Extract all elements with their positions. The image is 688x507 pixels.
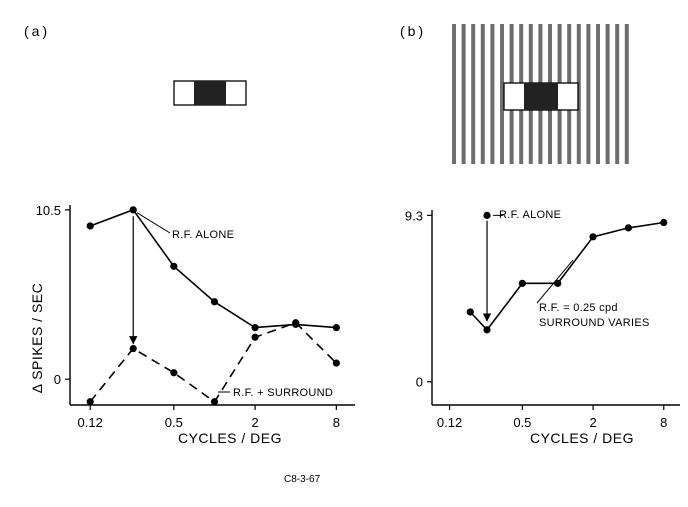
grating-bar bbox=[490, 24, 495, 164]
data-point bbox=[624, 224, 633, 232]
annotation-rf-alone-b: R.F. ALONE bbox=[499, 209, 561, 221]
grating-bar bbox=[461, 24, 466, 164]
x-tick-label: 2 bbox=[589, 415, 596, 430]
y-tick-label: 0 bbox=[54, 372, 61, 387]
data-point bbox=[332, 323, 340, 332]
x-tick-label: 0.5 bbox=[513, 415, 531, 430]
grating-bar bbox=[624, 24, 629, 164]
annotation-surround-varies-b: SURROUND VARIES bbox=[539, 317, 650, 329]
grating-bar bbox=[605, 24, 610, 164]
data-point bbox=[210, 398, 219, 406]
leader-rf-alone bbox=[136, 212, 171, 234]
rf-center-dark bbox=[524, 83, 558, 110]
panel-a-label: (a) bbox=[24, 23, 50, 39]
data-point bbox=[292, 319, 300, 327]
data-point bbox=[251, 323, 259, 332]
x-axis-label-b: CYCLES / DEG bbox=[530, 430, 634, 446]
data-point bbox=[251, 333, 259, 341]
y-tick-label: 9.3 bbox=[405, 208, 423, 223]
stimulus-rf-alone bbox=[173, 80, 247, 106]
grating-bar bbox=[471, 24, 476, 164]
x-tick-label: 0.12 bbox=[78, 415, 103, 430]
annotation-rf-alone-a: R.F. ALONE bbox=[172, 229, 234, 241]
grating-bar bbox=[615, 24, 620, 164]
data-point bbox=[86, 398, 94, 406]
data-point bbox=[86, 222, 94, 230]
grating-bar bbox=[576, 24, 581, 164]
grating-bar bbox=[586, 24, 591, 164]
data-point bbox=[518, 279, 526, 287]
annotation-rf-value-b: R.F. = 0.25 cpd bbox=[539, 302, 618, 314]
data-point bbox=[466, 308, 474, 316]
grating-bar bbox=[500, 24, 504, 164]
data-point bbox=[660, 218, 668, 227]
data-point bbox=[589, 233, 597, 241]
reference-point bbox=[483, 211, 491, 219]
data-point bbox=[129, 206, 137, 214]
data-point bbox=[332, 359, 340, 367]
x-tick-label: 2 bbox=[251, 415, 258, 430]
y-axis-label-a: Δ SPIKES / SEC bbox=[29, 283, 45, 394]
annotation-rf-surround-a: R.F. + SURROUND bbox=[233, 387, 333, 399]
plot-panel-a: 0.12 0.5 2 8 0 10.5 bbox=[36, 203, 355, 430]
x-tick-label: 0.12 bbox=[437, 415, 462, 430]
data-point bbox=[210, 298, 219, 306]
x-tick-label: 0.5 bbox=[165, 415, 183, 430]
panel-b-label: (b) bbox=[400, 23, 426, 39]
y-tick-label: 10.5 bbox=[36, 203, 61, 218]
data-point bbox=[170, 262, 178, 270]
grating-bar bbox=[452, 24, 456, 164]
rf-center-dark bbox=[194, 81, 226, 105]
grating-bar bbox=[480, 24, 485, 164]
stimulus-rf-with-surround bbox=[452, 24, 629, 164]
plot-panel-b: 0.12 0.5 2 8 0 9.3 bbox=[405, 208, 680, 430]
x-tick-label: 8 bbox=[333, 415, 340, 430]
figure-code: C8-3-67 bbox=[284, 474, 321, 485]
data-point bbox=[170, 369, 178, 377]
x-axis-label-a: CYCLES / DEG bbox=[178, 430, 282, 446]
data-point bbox=[554, 279, 562, 287]
y-tick-label: 0 bbox=[416, 375, 423, 390]
grating-bar bbox=[596, 24, 600, 164]
leader-rf-value bbox=[536, 259, 574, 304]
series-line-0 bbox=[89, 208, 337, 329]
data-point bbox=[129, 344, 137, 353]
x-tick-label: 8 bbox=[660, 415, 667, 430]
data-point bbox=[483, 326, 491, 334]
